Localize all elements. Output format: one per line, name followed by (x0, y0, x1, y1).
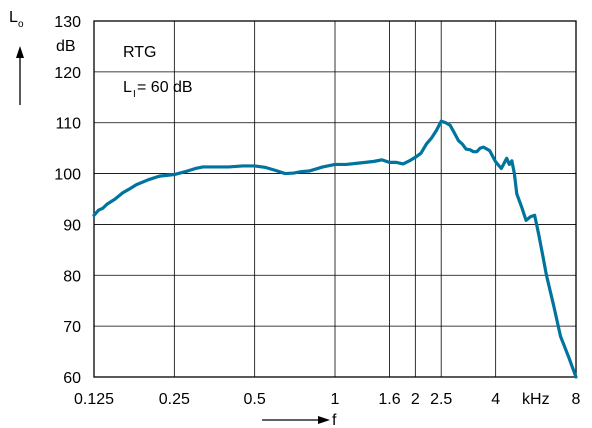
y-axis-arrow-head (16, 46, 24, 58)
annotation-level-value: = 60 dB (137, 79, 193, 96)
y-tick-label: 130 (54, 14, 81, 31)
y-tick-label: 100 (54, 167, 81, 184)
x-tick-label: 4 (491, 391, 500, 408)
x-tick-label: 0.25 (159, 391, 190, 408)
y-tick-label: 90 (63, 217, 81, 234)
x-axis-arrow-head (318, 416, 330, 424)
x-tick-label: 2.5 (430, 391, 452, 408)
y-tick-label: 110 (55, 116, 81, 133)
x-tick-label: 2 (411, 391, 420, 408)
x-axis-label: f (332, 412, 337, 428)
x-tick-label: 8 (572, 391, 581, 408)
x-tick-label: 0.125 (74, 391, 114, 408)
y-tick-label: 70 (63, 319, 81, 336)
y-tick-label: 60 (63, 370, 81, 387)
y-tick-label: 120 (54, 65, 81, 82)
y-axis-label: L (9, 9, 18, 26)
x-tick-label: 1.6 (378, 391, 400, 408)
x-tick-label: 1 (331, 391, 340, 408)
response-curve (92, 119, 578, 379)
annotation-level-subscript: I (133, 89, 136, 100)
annotation-level-symbol: L (123, 79, 132, 96)
x-unit-label: kHz (522, 391, 550, 408)
x-tick-label: 0.5 (244, 391, 266, 408)
y-tick-labels: 60 70 80 90 100 110 120 130 (54, 14, 81, 387)
annotation-title: RTG (123, 44, 156, 61)
y-tick-label: 80 (63, 268, 81, 285)
y-unit-label: dB (56, 38, 76, 55)
x-tick-labels: 0.125 0.25 0.5 1 1.6 2 2.5 4 8 kHz (74, 391, 581, 408)
plot-frame (93, 20, 577, 378)
y-axis-label-subscript: o (18, 19, 24, 30)
grid (94, 21, 576, 377)
